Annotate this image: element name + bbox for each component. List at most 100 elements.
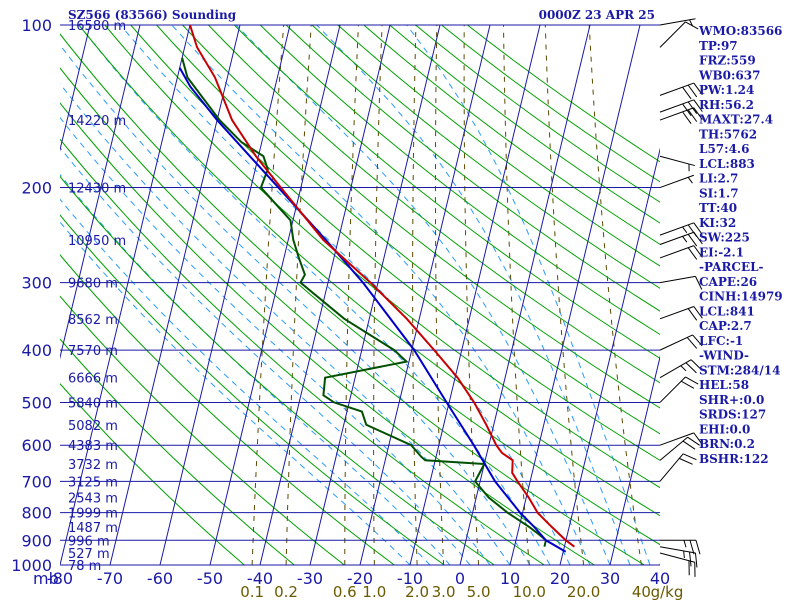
moist-adiabat [60, 173, 451, 565]
dry-adiabat [78, 25, 660, 517]
index-item: LCL:841 [699, 304, 755, 318]
isotherm [609, 355, 660, 565]
mixing-ratio-line [251, 25, 285, 565]
temperature-tick-label: -80 [47, 569, 73, 588]
wind-barb [659, 275, 703, 290]
wind-barb [659, 21, 699, 48]
index-item: FRZ:559 [699, 54, 756, 68]
height-label: 8562 m [68, 313, 118, 328]
mixing-ratio-tick-label: 40 [632, 583, 651, 600]
isotherm [209, 25, 341, 565]
index-item: L57:4.6 [699, 142, 749, 156]
dry-adiabat [311, 25, 660, 289]
isotherms [60, 25, 660, 565]
index-item: CAPE:26 [699, 275, 757, 289]
wind-barb [659, 82, 703, 100]
dry-adiabat [285, 25, 660, 312]
height-label: 5840 m [68, 396, 118, 411]
isotherm [309, 25, 441, 565]
wind-barb [659, 453, 697, 482]
dry-adiabat [60, 254, 395, 565]
height-label: 14220 m [68, 114, 126, 129]
height-label: 16580 m [68, 19, 126, 34]
temperature-tick-label: 20 [550, 569, 570, 588]
parcel-line [178, 67, 567, 553]
mixing-ratio-tick-label: 0.1 [240, 583, 264, 600]
temperature-tick-label: -20 [347, 569, 373, 588]
temperature-tick-labels: -80 -70 -60 -50 -40 -30 -20 -10 0 10 20 30 40 [47, 569, 670, 588]
moist-adiabat [60, 116, 491, 565]
index-item: SW:225 [699, 231, 750, 245]
dry-adiabat [259, 25, 660, 336]
height-label: 2543 m [68, 492, 118, 507]
mixing-ratio-tick-label: 5.0 [467, 583, 491, 600]
mixing-ratio-tick-label: 20.0 [567, 583, 600, 600]
index-item: LCL:883 [699, 157, 755, 171]
mixing-ratio-line [503, 25, 530, 565]
wind-barb [659, 231, 703, 247]
temperature-line [189, 25, 576, 548]
mixing-ratio-line [588, 25, 642, 565]
wind-barb [659, 155, 695, 172]
background-lines [60, 25, 660, 565]
height-label: 1487 m [68, 521, 118, 536]
wind-barb [659, 334, 703, 351]
index-item: CAP:2.7 [699, 319, 752, 333]
temperature-tick-label: 0 [455, 569, 465, 588]
pressure-tick-label: 900 [21, 531, 52, 550]
dry-adiabat [60, 382, 245, 565]
index-item: RH:56.2 [699, 98, 754, 112]
temperature-tick-label: -30 [297, 569, 323, 588]
index-item: TH:5762 [699, 127, 757, 141]
isotherm [159, 25, 291, 565]
wind-barbs [659, 18, 703, 577]
mixing-ratio-line [373, 25, 383, 565]
height-label: 6666 m [68, 372, 118, 387]
mixing-ratio-tick-label: g/kg [651, 583, 684, 600]
dry-adiabat [60, 102, 595, 565]
mixing-ratio-line [434, 25, 445, 565]
index-item: LFC:-1 [699, 334, 743, 348]
mixing-ratio-tick-label: 0.6 [333, 583, 357, 600]
height-label: 4383 m [68, 439, 118, 454]
mixing-ratio-tick-label: 3.0 [432, 583, 456, 600]
index-item: TP:97 [699, 39, 738, 53]
dry-adiabat [337, 25, 660, 267]
dry-adiabat [208, 25, 660, 384]
mixing-ratio-tick-label: 2.0 [405, 583, 429, 600]
mixing-ratio-line [544, 25, 585, 565]
dry-adiabat [60, 338, 295, 565]
height-label: 527 m [68, 547, 110, 562]
mixing-ratio-tick-label: 1.0 [362, 583, 386, 600]
index-item: LI:2.7 [699, 172, 738, 186]
dry-adiabat [60, 33, 660, 546]
isotherm [60, 25, 141, 360]
wind-barb [659, 432, 703, 446]
isotherm [109, 25, 241, 565]
dewpoint-line [181, 57, 548, 547]
temperature-tick-label: 10 [500, 569, 520, 588]
pressure-tick-label: 500 [21, 393, 52, 412]
wind-barb [659, 174, 694, 189]
isotherm [359, 25, 491, 565]
moist-adiabat [316, 25, 631, 565]
dry-adiabat [389, 25, 660, 224]
index-item: EHI:0.0 [699, 422, 750, 436]
pressure-tick-label: 100 [21, 16, 52, 35]
height-label: 7570 m [68, 344, 118, 359]
index-item: WMO:83566 [698, 24, 782, 38]
pressure-tick-label: 200 [21, 179, 52, 198]
index-item: BRN:0.2 [699, 437, 755, 451]
index-item: BSHR:122 [699, 452, 769, 466]
mixing-ratio-tick-labels: 0.1 0.2 0.6 1.0 2.0 3.0 5.0 10.0 20.0 40 g/kg [240, 583, 683, 600]
pressure-tick-labels: 100 200 300 400 500 600 700 800 900 1000 [11, 16, 52, 575]
isotherm [60, 25, 191, 565]
dry-adiabat [60, 138, 545, 565]
index-item: PW:1.24 [699, 83, 754, 97]
index-item: -PARCEL- [699, 260, 764, 274]
dry-adiabat [467, 25, 660, 163]
dry-adiabat [233, 25, 660, 359]
index-item: WB0:637 [698, 68, 760, 82]
profiles [178, 25, 576, 553]
temperature-tick-label: 40 [650, 569, 670, 588]
